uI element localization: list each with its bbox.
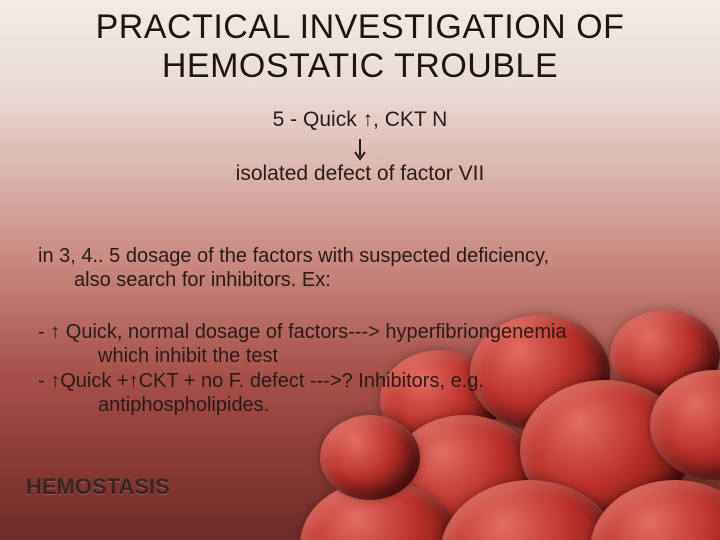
subtitle-1: 5 - Quick ↑, CKT N <box>0 108 720 132</box>
title-line1: PRACTICAL INVESTIGATION OF <box>96 8 625 46</box>
body-paragraph-1: in 3, 4.. 5 dosage of the factors with s… <box>38 244 690 293</box>
body2-line1: - ↑ Quick, normal dosage of factors---> … <box>38 320 696 344</box>
footer-label: HEMOSTASIS <box>26 474 170 500</box>
body2-line2: which inhibit the test <box>38 344 696 368</box>
body1-line2: also search for inhibitors. Ex: <box>38 268 690 292</box>
slide: PRACTICAL INVESTIGATION OF HEMOSTATIC TR… <box>0 0 720 540</box>
slide-title: PRACTICAL INVESTIGATION OF HEMOSTATIC TR… <box>0 8 720 86</box>
body2-line4: antiphospholipides. <box>38 393 696 417</box>
arrow-down-icon <box>353 138 367 162</box>
body1-line1: in 3, 4.. 5 dosage of the factors with s… <box>38 245 549 267</box>
body2-line3: - ↑Quick +↑CKT + no F. defect --->? Inhi… <box>38 369 696 393</box>
body-paragraph-2: - ↑ Quick, normal dosage of factors---> … <box>38 320 696 418</box>
title-line2: HEMOSTATIC TROUBLE <box>162 47 558 85</box>
subtitle-2: isolated defect of factor VII <box>0 162 720 186</box>
